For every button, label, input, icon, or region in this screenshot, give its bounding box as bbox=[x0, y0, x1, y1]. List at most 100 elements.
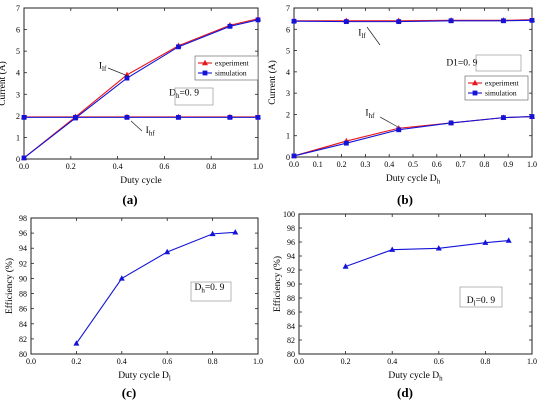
y-tick-label: 2 bbox=[286, 110, 290, 119]
y-tick-label: 98 bbox=[19, 214, 27, 223]
x-tick-label: 0.2 bbox=[337, 160, 347, 169]
annotation-main: I bbox=[365, 108, 368, 118]
x-tick-label: 0.2 bbox=[71, 357, 81, 366]
annotation-pointer bbox=[130, 120, 143, 132]
x-tick-label: 0.8 bbox=[208, 357, 218, 366]
x-axis-label-main: Duty cycle D bbox=[386, 174, 437, 184]
y-tick-label: 90 bbox=[19, 274, 27, 283]
legend-box bbox=[464, 75, 529, 101]
panel-label: (a) bbox=[122, 192, 137, 207]
annotation-box bbox=[475, 54, 522, 72]
data-point bbox=[209, 230, 216, 237]
panel-label: (b) bbox=[397, 192, 413, 207]
x-axis-label-sub: l bbox=[169, 375, 171, 383]
data-point bbox=[343, 19, 349, 25]
legend-label: experiment bbox=[485, 79, 520, 88]
plot-frame bbox=[298, 213, 533, 355]
x-tick-label: 0.0 bbox=[19, 162, 29, 171]
data-point bbox=[291, 18, 297, 24]
x-axis-label: Duty cycle Dl bbox=[118, 371, 171, 383]
series-line bbox=[293, 116, 533, 157]
y-tick-label: 88 bbox=[19, 290, 27, 299]
x-axis-label-sub: h bbox=[439, 375, 443, 383]
x-tick-label: 0.0 bbox=[26, 357, 36, 366]
y-axis-label: Efficiency (%) bbox=[4, 258, 15, 314]
y-tick-label: 1 bbox=[286, 132, 290, 141]
data-point bbox=[255, 114, 261, 120]
x-tick-label: 0.7 bbox=[456, 160, 466, 169]
x-tick-label: 0.0 bbox=[294, 357, 304, 366]
y-tick-label: 80 bbox=[287, 350, 295, 359]
y-axis-label: Current (A) bbox=[267, 60, 278, 105]
x-tick-label: 0.4 bbox=[384, 160, 394, 169]
annotation-sub: lf bbox=[102, 65, 107, 73]
y-tick-label: 98 bbox=[287, 224, 295, 233]
y-tick-label: 86 bbox=[19, 305, 27, 314]
x-tick-label: 0.6 bbox=[162, 357, 172, 366]
x-tick-label: 0.8 bbox=[479, 160, 489, 169]
x-tick-label: 0.4 bbox=[117, 357, 127, 366]
annotation-sub: hf bbox=[369, 112, 376, 120]
x-tick-label: 0.0 bbox=[289, 160, 299, 169]
y-tick-label: 80 bbox=[19, 350, 27, 359]
y-tick-label: 82 bbox=[19, 335, 27, 344]
y-tick-label: 6 bbox=[286, 25, 290, 34]
x-axis-label-main: Duty cycle D bbox=[388, 371, 439, 381]
data-point bbox=[118, 275, 125, 281]
annotation-sub: hf bbox=[149, 130, 156, 138]
annotation-sub: l bbox=[474, 299, 476, 307]
data-point bbox=[124, 75, 130, 81]
panel-label: (c) bbox=[122, 385, 136, 400]
y-tick-label: 82 bbox=[287, 336, 295, 345]
x-axis-label: Duty cycle Dh bbox=[386, 174, 441, 186]
series-ilf-simulation bbox=[21, 17, 261, 161]
x-tick-label: 0.1 bbox=[313, 160, 323, 169]
data-point bbox=[176, 114, 181, 120]
panel-label: (d) bbox=[397, 385, 413, 400]
series-line bbox=[73, 229, 239, 346]
data-point bbox=[291, 153, 297, 159]
data-point bbox=[501, 18, 506, 24]
data-point bbox=[73, 114, 78, 120]
plot-frame bbox=[30, 217, 259, 355]
series-line bbox=[293, 19, 533, 23]
y-tick-label: 100 bbox=[283, 210, 295, 219]
annotation-tail: =0. 9 bbox=[205, 283, 225, 293]
legend-marker bbox=[202, 70, 208, 76]
y-tick-label: 1 bbox=[16, 133, 20, 142]
x-tick-label: 0.8 bbox=[480, 357, 490, 366]
x-tick-label: 0.5 bbox=[408, 160, 418, 169]
chart-panel-a: 0.0 0.2 0.4 0.6 0.8 1.0 0 1 2 3 4 5 6 7 Duty cycle Curr… bbox=[0, 4, 263, 186]
plot-frame bbox=[23, 7, 259, 160]
data-point bbox=[482, 239, 489, 245]
annotation-main: I bbox=[146, 126, 149, 136]
series-ihf-simulation bbox=[21, 114, 261, 120]
series-line bbox=[293, 116, 533, 157]
y-tick-label: 90 bbox=[287, 280, 295, 289]
series-ilf-simulation bbox=[291, 17, 535, 25]
annotation-main: D bbox=[169, 88, 176, 98]
y-tick-label: 92 bbox=[19, 259, 27, 268]
x-tick-label: 0.6 bbox=[159, 162, 169, 171]
annotation-pointer bbox=[107, 67, 129, 77]
y-tick-label: 2 bbox=[16, 112, 20, 121]
legend-label: simulation bbox=[485, 89, 517, 98]
y-tick-label: 3 bbox=[286, 89, 290, 98]
y-tick-label: 94 bbox=[19, 244, 27, 253]
x-tick-label: 0.3 bbox=[360, 160, 370, 169]
y-tick-label: 7 bbox=[16, 4, 20, 13]
x-tick-label: 0.2 bbox=[66, 162, 76, 171]
annotation-main: D1=0. 9 bbox=[446, 58, 477, 68]
y-tick-label: 96 bbox=[287, 238, 295, 247]
y-tick-label: 0 bbox=[286, 153, 290, 162]
x-tick-label: 0.2 bbox=[341, 357, 351, 366]
y-tick-label: 7 bbox=[286, 4, 290, 13]
data-point bbox=[227, 114, 233, 120]
annotation-main: I bbox=[358, 29, 361, 39]
x-tick-label: 1.0 bbox=[527, 357, 537, 366]
legend-label: experiment bbox=[215, 59, 250, 68]
y-tick-label: 4 bbox=[16, 69, 20, 78]
y-tick-label: 94 bbox=[287, 252, 295, 261]
x-tick-label: 0.6 bbox=[434, 357, 444, 366]
